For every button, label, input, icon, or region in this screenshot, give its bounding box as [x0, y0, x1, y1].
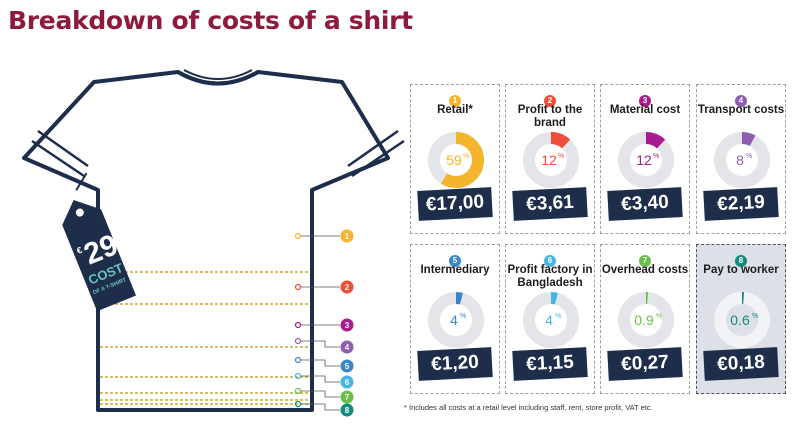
- cost-amount-tag: €17,00: [417, 187, 493, 221]
- cost-label: Overhead costs: [601, 264, 689, 276]
- percent-sign: %: [653, 153, 659, 160]
- cost-number-badge: 2: [544, 95, 556, 107]
- cost-label: Profit to the brand: [517, 104, 583, 129]
- cost-bands: [100, 271, 310, 405]
- cost-card-4: 4 Transport costs 8% €2,19: [696, 84, 786, 234]
- cost-amount-tag: €0,18: [703, 347, 779, 381]
- cost-amount-tag: €1,15: [512, 347, 588, 381]
- cost-label: Pay to worker: [703, 264, 779, 276]
- cost-label: Transport costs: [697, 104, 785, 116]
- percent-donut: 0.6%: [714, 292, 770, 348]
- percent-value: 8: [736, 152, 744, 168]
- percent-value: 4: [545, 312, 553, 328]
- t-shirt-outline: [22, 69, 405, 412]
- cost-number-badge: 3: [639, 95, 651, 107]
- shirt-marker-number: 3: [345, 321, 350, 330]
- cost-amount-tag: €3,40: [607, 187, 683, 221]
- percent-sign: %: [752, 313, 758, 320]
- cost-label: Intermediary: [420, 264, 490, 276]
- cost-card-1: 1 Retail* 59% €17,00: [410, 84, 500, 234]
- cost-number-badge: 7: [639, 255, 651, 267]
- cost-number-badge: 5: [449, 255, 461, 267]
- footnote: * Includes all costs at a retail level i…: [404, 403, 653, 412]
- cost-card-5: 5 Intermediary 4% €1,20: [410, 244, 500, 394]
- percent-donut: 4%: [428, 292, 484, 348]
- cost-amount-tag: €2,19: [703, 187, 779, 221]
- percent-sign: %: [656, 313, 662, 320]
- percent-value: 4: [450, 312, 458, 328]
- shirt-marker-number: 2: [345, 283, 350, 292]
- page-title: Breakdown of costs of a shirt: [8, 6, 413, 35]
- percent-sign: %: [463, 153, 469, 160]
- cost-number-badge: 8: [735, 255, 747, 267]
- cost-card-7: 7 Overhead costs 0.9% €0,27: [600, 244, 690, 394]
- percent-value: 12: [636, 152, 652, 168]
- shirt-marker-number: 8: [345, 406, 350, 415]
- donut-slice-5: [428, 292, 484, 348]
- shirt-marker-1: 1: [294, 229, 354, 243]
- donut-slice-6: [523, 292, 579, 348]
- percent-donut: 8%: [714, 132, 770, 188]
- cost-label: Retail*: [437, 104, 473, 116]
- percent-value: 0.9: [634, 312, 654, 328]
- donut-slice-4: [714, 132, 770, 188]
- shirt-marker-6: 6: [294, 372, 354, 389]
- percent-sign: %: [746, 153, 752, 160]
- cost-breakdown-panel: 1 Retail* 59% €17,00 2 Profit to the brand 12%…: [398, 76, 800, 437]
- percent-value: 59: [446, 152, 462, 168]
- percent-donut: 12%: [523, 132, 579, 188]
- cost-card-6: 6 Profit factory in Bangladesh 4% €1,15: [505, 244, 595, 394]
- price-tag-currency: €: [75, 245, 83, 256]
- shirt-marker-3: 3: [294, 318, 354, 332]
- cost-amount-tag: €1,20: [417, 347, 493, 381]
- percent-donut: 12%: [618, 132, 674, 188]
- percent-donut: 4%: [523, 292, 579, 348]
- donut-slice-2: [523, 132, 579, 188]
- shirt-marker-number: 5: [345, 362, 350, 371]
- cost-card-3: 3 Material cost 12% €3,40: [600, 84, 690, 234]
- shirt-marker-7: 7: [294, 387, 354, 404]
- donut-slice-8: [714, 292, 770, 348]
- shirt-marker-number: 1: [345, 232, 350, 241]
- cost-number-badge: 6: [544, 255, 556, 267]
- percent-sign: %: [555, 313, 561, 320]
- cost-card-8: 8 Pay to worker 0.6% €0,18: [696, 244, 786, 394]
- cost-card-2: 2 Profit to the brand 12% €3,61: [505, 84, 595, 234]
- percent-sign: %: [460, 313, 466, 320]
- cost-markers: 1 2 3 4 5 6 7 8: [294, 229, 354, 417]
- shirt-marker-8: 8: [294, 400, 354, 417]
- percent-sign: %: [558, 153, 564, 160]
- shirt-marker-2: 2: [294, 280, 354, 294]
- donut-slice-7: [618, 292, 674, 348]
- cost-amount-tag: €3,61: [512, 187, 588, 221]
- cost-amount-tag: €0,27: [607, 347, 683, 381]
- cost-number-badge: 4: [735, 95, 747, 107]
- percent-value: 12: [541, 152, 557, 168]
- donut-slice-1: [428, 132, 484, 188]
- percent-donut: 59%: [428, 132, 484, 188]
- shirt-marker-4: 4: [294, 337, 354, 354]
- donut-slice-3: [618, 132, 674, 188]
- cost-label: Profit factory in Bangladesh: [507, 264, 593, 289]
- shirt-marker-number: 6: [345, 378, 350, 387]
- shirt-marker-number: 4: [345, 343, 350, 352]
- percent-value: 0.6: [730, 312, 750, 328]
- shirt-marker-number: 7: [345, 393, 350, 402]
- cost-label: Material cost: [609, 104, 681, 116]
- percent-donut: 0.9%: [618, 292, 674, 348]
- shirt-marker-5: 5: [294, 356, 354, 373]
- cost-number-badge: 1: [449, 95, 461, 107]
